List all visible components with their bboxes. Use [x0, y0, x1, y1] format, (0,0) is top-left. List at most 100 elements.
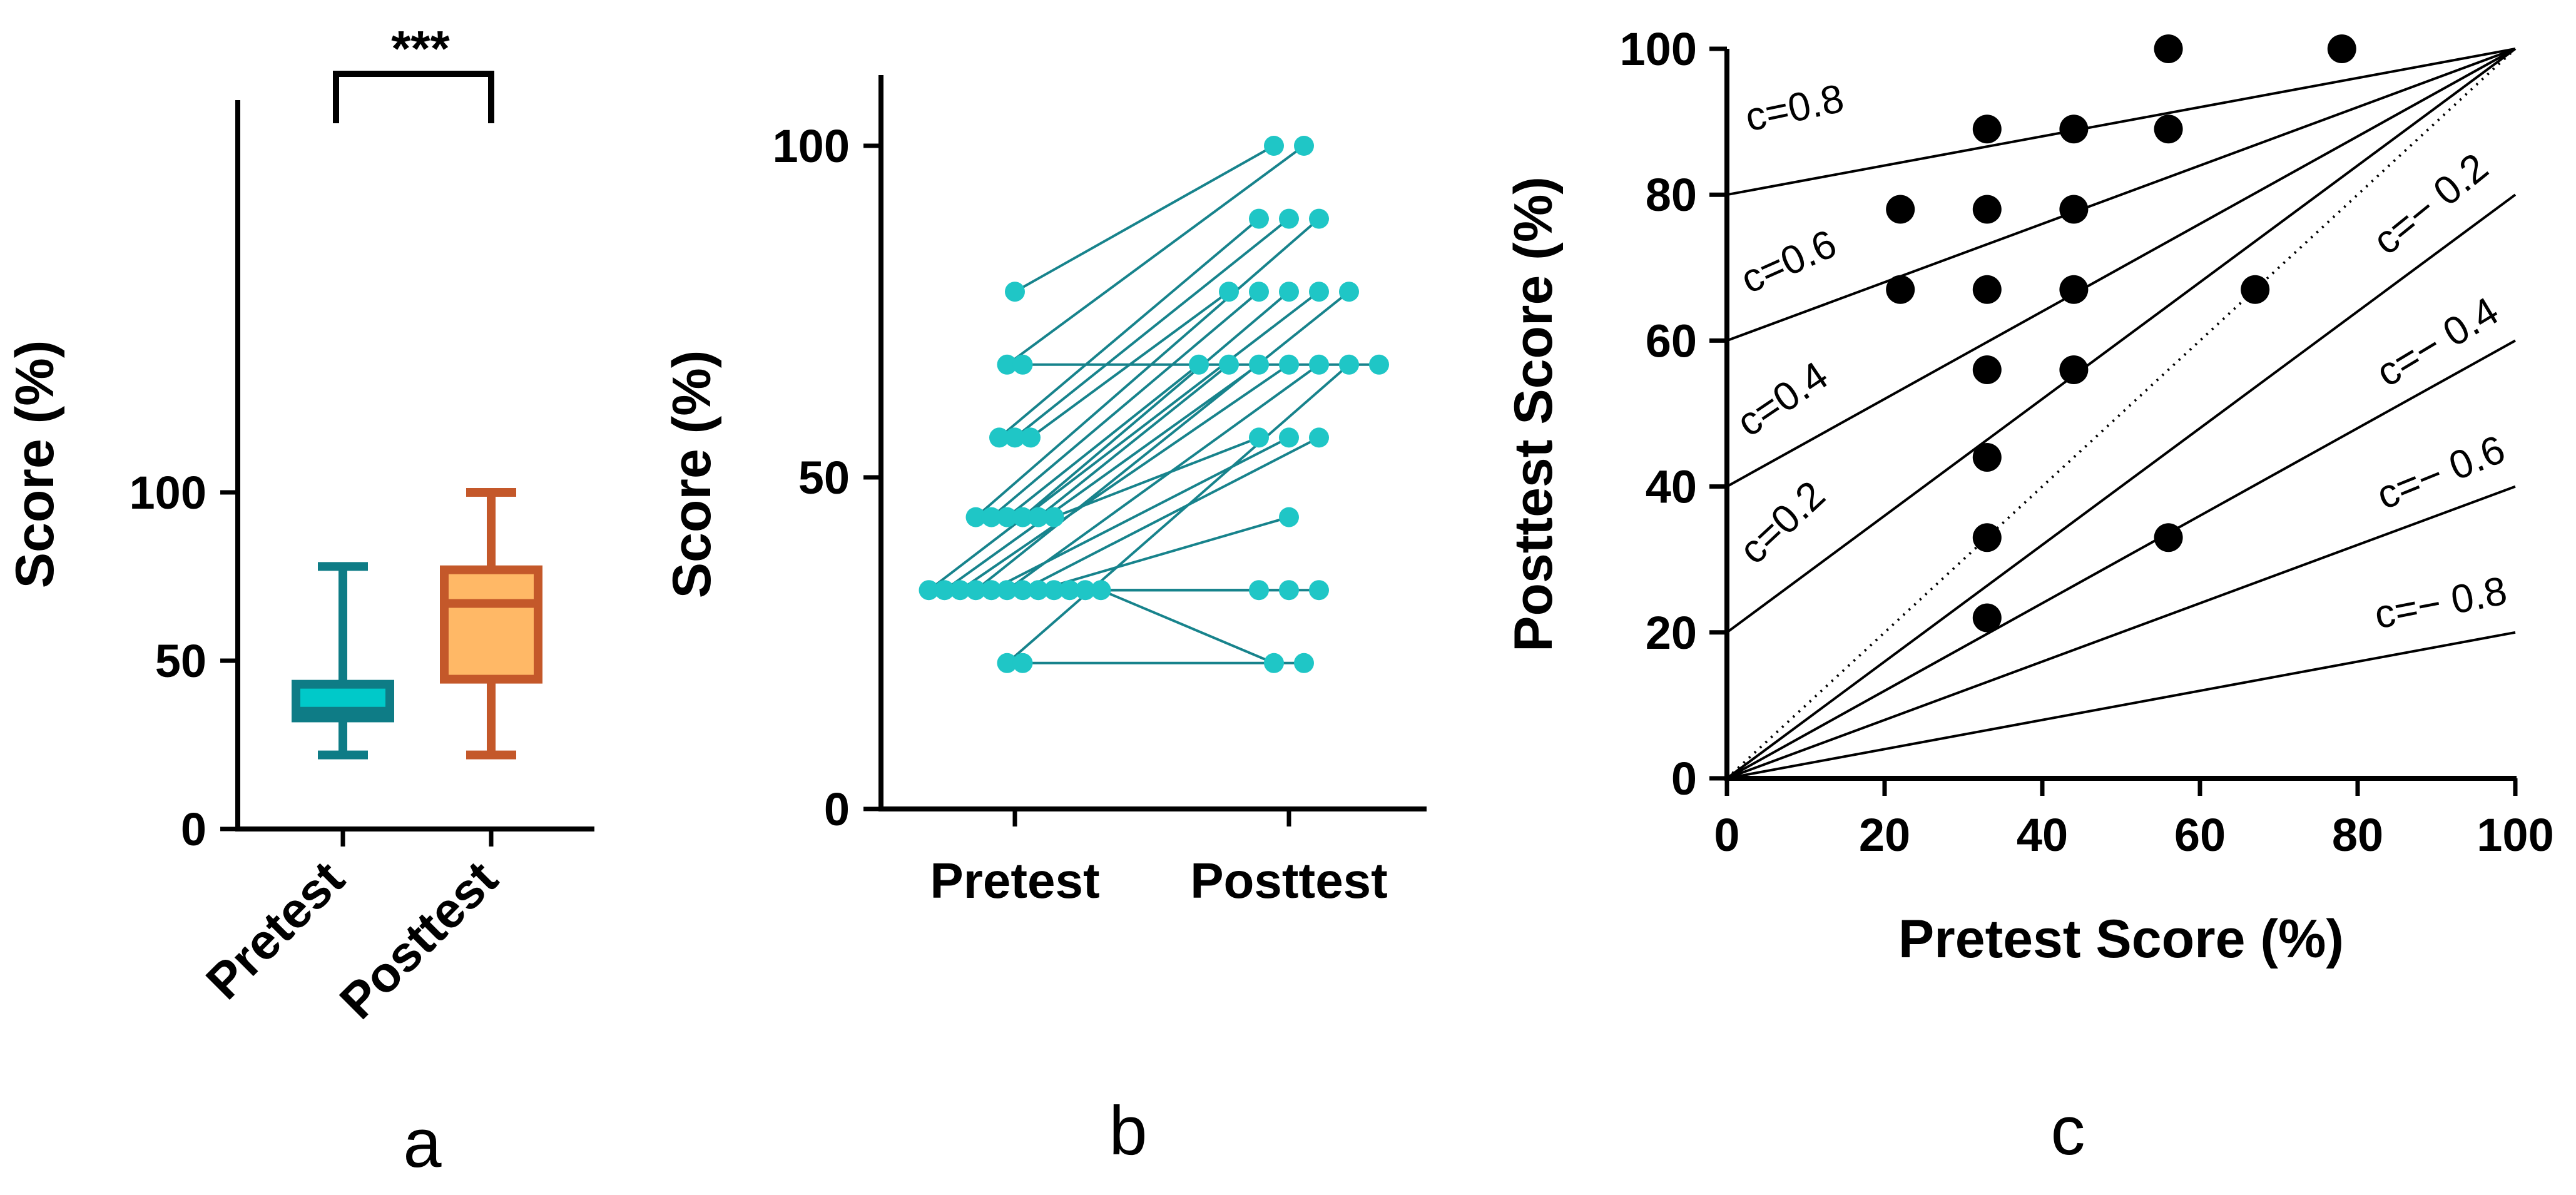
panel-b-pair-lines: [928, 145, 1379, 664]
pair-line: [998, 218, 1260, 439]
scatter-point: [2059, 355, 2089, 385]
box-iqr: [440, 565, 542, 684]
pair-line: [1006, 364, 1350, 664]
panel-c-label: c: [2051, 1092, 2085, 1169]
pretest-dot: [950, 580, 970, 601]
posttest-dot: [1249, 427, 1269, 448]
pair-line: [1014, 145, 1275, 293]
posttest-dot: [1309, 208, 1329, 229]
posttest-dot: [1249, 354, 1269, 375]
c-line: [1726, 48, 2516, 488]
pair-line: [975, 290, 1350, 591]
panel-c-xtick-label: 20: [1859, 809, 1910, 861]
scatter-point: [2327, 34, 2356, 63]
scatter-point: [2059, 114, 2089, 144]
posttest-dot: [1264, 653, 1284, 673]
scatter-point: [1972, 275, 2002, 304]
panel-c-ylabel: Posttest Score (%): [1504, 176, 1564, 652]
c-line: [1726, 48, 2516, 342]
posttest-dot: [1279, 208, 1299, 229]
scatter-point: [1886, 275, 1915, 304]
pair-line: [1006, 145, 1305, 366]
pair-line: [1006, 364, 1320, 591]
pretest-dot: [1075, 580, 1096, 601]
c-line-label: c=− 0.2: [2364, 145, 2496, 263]
panel-c-ytick-label: 80: [1646, 169, 1697, 221]
scatter-point: [2154, 523, 2183, 552]
pretest-dot: [965, 580, 986, 601]
pretest-dot: [1005, 427, 1025, 448]
c-line: [1726, 485, 2516, 780]
pair-line: [1037, 364, 1230, 519]
panel-b-ytick-label: 0: [824, 783, 850, 835]
pair-line: [1100, 589, 1275, 664]
panel-c-xtick-label: 80: [2332, 809, 2383, 861]
panel-a: 0 50 100 *** Score (%) Pretest Posttest a: [5, 21, 594, 1182]
pretest-dot: [919, 580, 939, 601]
pretest-dot: [1005, 282, 1025, 302]
posttest-dot: [1309, 354, 1329, 375]
panel-c-yticks: 0 20 40 60 80 100: [1620, 23, 1727, 805]
posttest-dot: [1249, 580, 1269, 601]
panel-c-axes: [1724, 49, 2517, 781]
posttest-dot: [1294, 136, 1314, 156]
panel-a-ytick-label: 100: [130, 467, 206, 519]
panel-c-xtick-label: 60: [2174, 809, 2226, 861]
posttest-dot: [1219, 282, 1239, 302]
scatter-point: [2059, 195, 2089, 224]
panel-a-cat-label-posttest: Posttest: [329, 850, 508, 1029]
panel-c-ytick-label: 60: [1646, 315, 1697, 367]
panel-c-xtick-label: 100: [2477, 809, 2553, 861]
pair-line: [1014, 218, 1290, 439]
c-line-label: c=− 0.8: [2371, 567, 2510, 637]
scatter-point: [1972, 523, 2002, 552]
posttest-dot: [1294, 653, 1314, 673]
pretest-dot: [1044, 580, 1064, 601]
posttest-dot: [1309, 282, 1329, 302]
posttest-dot: [1249, 208, 1269, 229]
panel-c-points: [1886, 34, 2356, 633]
c-line-label: c=− 0.6: [2370, 426, 2511, 518]
scatter-point: [1972, 442, 2002, 472]
c-line: [1726, 631, 2516, 780]
panel-c-xticks: 0 20 40 60 80 100: [1714, 778, 2554, 861]
scatter-point: [2241, 275, 2270, 304]
panel-a-ylabel: Score (%): [5, 340, 65, 589]
scatter-point: [2154, 114, 2183, 144]
posttest-dot: [1219, 354, 1239, 375]
panel-c-ytick-label: 100: [1620, 23, 1697, 75]
posttest-dot: [1279, 580, 1299, 601]
posttest-dot: [1249, 282, 1269, 302]
panel-c-ytick-label: 0: [1671, 753, 1697, 805]
pretest-dot: [981, 507, 1002, 527]
pretest-dot: [1012, 354, 1033, 375]
panel-b: 0 50 100 Score (%) Pretest Posttest b: [662, 75, 1427, 1169]
posttest-dot: [1264, 136, 1284, 156]
c-line: [1726, 48, 2517, 634]
c-line-label: c=0.2: [1730, 472, 1833, 573]
panel-c-xtick-label: 0: [1714, 809, 1739, 861]
pretest-dot: [1012, 507, 1033, 527]
pretest-dot: [1012, 580, 1033, 601]
pretest-dot: [1028, 507, 1049, 527]
pair-line: [990, 290, 1260, 519]
posttest-dot: [1189, 354, 1209, 375]
pretest-dot: [997, 580, 1017, 601]
pretest-dot: [1044, 507, 1064, 527]
scatter-point: [1972, 195, 2002, 224]
panel-c-xtick-label: 40: [2017, 809, 2068, 861]
c-line: [1726, 48, 2516, 196]
posttest-dot: [1339, 282, 1359, 302]
panel-c-ytick-label: 20: [1646, 607, 1697, 659]
posttest-dot: [1279, 427, 1299, 448]
pretest-dot: [981, 580, 1002, 601]
scatter-point: [2059, 275, 2089, 304]
pair-line: [1022, 436, 1320, 591]
pair-line: [1006, 364, 1200, 519]
panel-b-ytick-label: 50: [798, 452, 850, 504]
panel-a-yticks: 0 50 100: [130, 467, 494, 855]
pretest-dot: [997, 354, 1017, 375]
pretest-dot: [1028, 580, 1049, 601]
